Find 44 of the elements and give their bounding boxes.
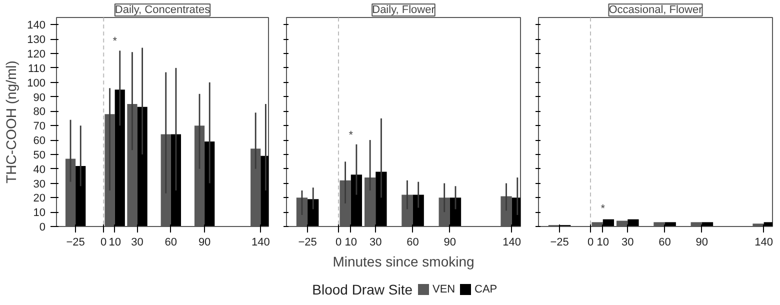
x-tick-label: 10 [344, 236, 358, 248]
x-tick-label: −25 [66, 236, 85, 248]
y-tick-label: 30 [33, 178, 46, 190]
y-tick-label: 140 [27, 20, 46, 32]
x-tick-label: −25 [550, 236, 569, 248]
y-tick-label: 130 [27, 34, 46, 46]
x-tick-label: 90 [444, 236, 456, 248]
x-tick-label: 60 [658, 236, 671, 248]
y-tick-label: 50 [33, 149, 46, 162]
annotation: * [112, 36, 118, 48]
x-tick-label: 0 [587, 236, 594, 248]
x-tick-label: 90 [198, 236, 211, 248]
y-tick-label: 10 [33, 207, 46, 220]
x-tick-label: 10 [108, 236, 121, 248]
annotation: * [600, 202, 606, 215]
x-tick-label: 0 [335, 236, 342, 248]
y-axis-title: THC-COOH (ng/ml) [3, 60, 20, 184]
y-tick-label: 60 [33, 135, 46, 148]
x-tick-label: 0 [100, 236, 107, 248]
y-tick-label: 40 [33, 164, 46, 176]
y-tick-label: 110 [28, 62, 46, 75]
x-tick-label: −25 [298, 236, 317, 248]
x-axis-title: Minutes since smoking [332, 254, 474, 270]
x-tick-label: 140 [502, 236, 522, 248]
x-tick-label: 30 [622, 236, 634, 248]
x-tick-label: 30 [131, 236, 144, 248]
x-tick-label: 30 [370, 236, 382, 248]
legend-label: CAP [474, 284, 498, 296]
legend-title: Blood Draw Site [312, 282, 413, 298]
x-tick-label: 140 [251, 236, 270, 248]
legend-label: VEN [432, 284, 456, 296]
x-tick-label: 90 [696, 236, 708, 248]
annotation: * [348, 129, 354, 142]
y-tick-label: 20 [33, 192, 46, 205]
y-tick-label: 70 [33, 120, 46, 133]
x-tick-label: 10 [596, 236, 610, 248]
y-tick-label: 80 [33, 106, 46, 118]
y-tick-label: 90 [33, 92, 46, 104]
x-tick-label: 140 [754, 236, 774, 248]
y-tick-label: 120 [27, 48, 46, 61]
x-tick-label: 60 [406, 236, 419, 248]
x-tick-label: 60 [164, 236, 178, 248]
y-tick-label: 100 [27, 77, 46, 90]
y-tick-label: 0 [39, 222, 46, 234]
